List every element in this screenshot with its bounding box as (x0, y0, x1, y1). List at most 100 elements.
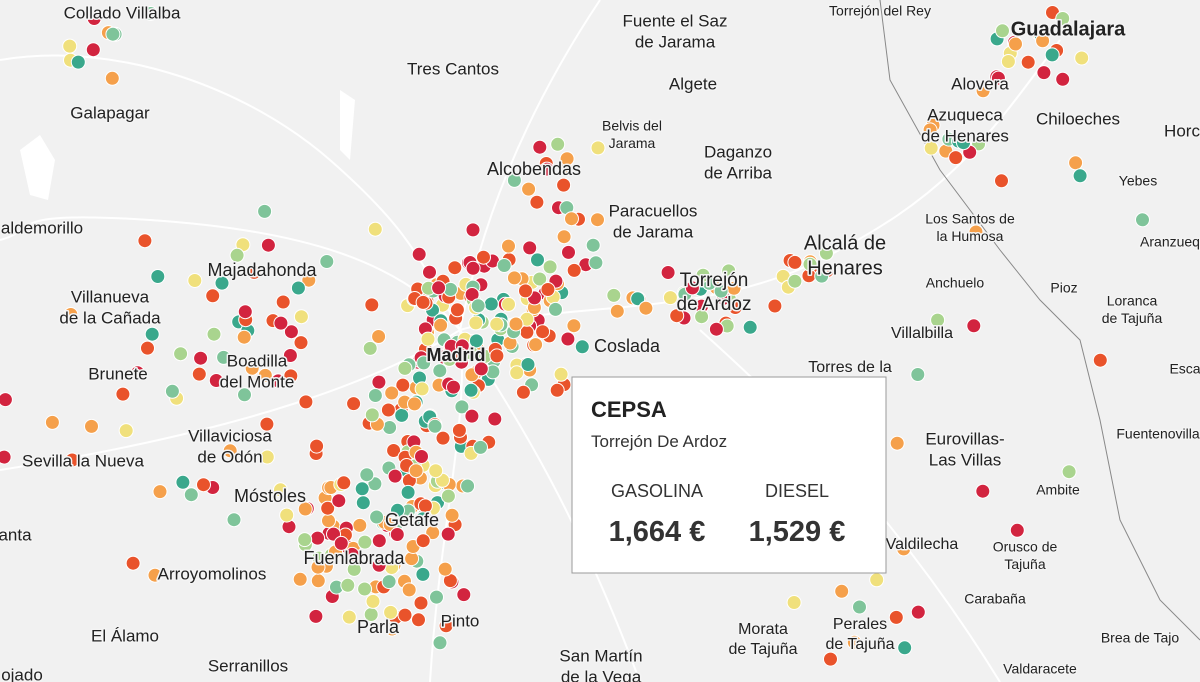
place-label: Paracuellos (609, 201, 698, 220)
place-label: Tajuña (1004, 556, 1045, 572)
station-dot (275, 294, 291, 310)
station-dot (518, 283, 533, 299)
station-dot (896, 541, 912, 557)
station-dot (371, 557, 387, 573)
place-label: Alcobendas (487, 159, 581, 179)
station-dot (293, 335, 309, 351)
tooltip: CEPSA Torrejón De Ardoz GASOLINA DIESEL … (571, 376, 887, 574)
station-dot (270, 373, 286, 389)
station-dot (444, 507, 460, 523)
station-dot (214, 275, 230, 291)
station-dot (310, 530, 326, 546)
station-dot (727, 300, 743, 315)
station-dot (1000, 54, 1016, 69)
station-dot (273, 315, 289, 331)
place-label: de la Cañada (59, 309, 161, 328)
place-label: Daganzo (704, 142, 772, 161)
station-dot (910, 604, 926, 620)
station-dot (260, 237, 276, 253)
place-label: de Henares (921, 127, 1009, 146)
station-dot (432, 635, 448, 651)
station-dot (104, 70, 120, 86)
station-dot (0, 449, 12, 465)
station-dot (721, 263, 737, 279)
station-dot (995, 23, 1010, 39)
station-dot (465, 222, 481, 238)
station-dot (1074, 50, 1090, 66)
station-dot (130, 365, 146, 381)
station-dot (1068, 155, 1084, 171)
station-dot (259, 449, 275, 465)
station-dot (140, 340, 155, 356)
place-label: Villalbilla (891, 325, 953, 342)
station-dot (115, 386, 131, 402)
place-label: Perales (833, 616, 887, 633)
station-dot (515, 384, 531, 400)
place-label: Carabaña (964, 591, 1026, 607)
station-dot (414, 381, 430, 397)
station-dot (1055, 11, 1071, 26)
station-dot (975, 83, 991, 99)
station-dot (464, 408, 480, 424)
station-dot (196, 477, 211, 493)
station-dot (463, 382, 479, 398)
station-dot (1072, 168, 1088, 184)
station-dot (208, 373, 224, 388)
station-dot (630, 291, 646, 307)
station-dot (362, 340, 378, 356)
station-dot (205, 288, 221, 304)
station-dot (359, 467, 375, 483)
station-dot (290, 280, 306, 296)
station-dot (468, 315, 484, 331)
station-dot (1055, 71, 1071, 87)
station-dot (540, 282, 556, 297)
station-dot (407, 396, 422, 412)
place-label: Jarama (609, 135, 656, 151)
place-label: Galapagar (70, 103, 150, 122)
place-label: Villaviciosa (188, 426, 272, 445)
station-dot (425, 525, 441, 541)
station-dot (273, 482, 288, 498)
place-label: ojado (1, 665, 43, 682)
station-dot (191, 366, 207, 382)
station-dot (357, 534, 373, 550)
station-dot (415, 294, 431, 310)
station-dot (84, 418, 99, 434)
station-dot (62, 38, 78, 54)
station-dot (144, 326, 160, 342)
station-dot (713, 283, 729, 299)
station-dot (320, 500, 336, 516)
station-dot (432, 363, 448, 379)
station-dot (411, 246, 427, 262)
place-label: de Jarama (613, 223, 694, 242)
station-dot (297, 532, 313, 548)
station-dot (395, 377, 411, 393)
station-dot (496, 258, 512, 273)
station-dot (367, 221, 383, 237)
station-dot (279, 507, 295, 523)
place-label: Alcalá de (804, 232, 886, 254)
place-label: de Tajuña (825, 636, 894, 653)
place-label: de Odón (197, 448, 262, 467)
station-dot (564, 211, 579, 227)
station-dot (433, 317, 449, 333)
place-label: Brea de Tajo (1101, 630, 1180, 646)
station-dot (369, 509, 385, 525)
station-dot (173, 346, 189, 362)
station-dot (387, 468, 403, 484)
station-dot (237, 304, 253, 320)
station-dot (44, 414, 60, 430)
station-dot (105, 26, 121, 42)
station-dot (786, 595, 802, 610)
station-dot (1036, 65, 1052, 81)
station-dot (553, 366, 569, 382)
place-label: Boadilla (227, 351, 288, 370)
place-label: Serranillos (208, 656, 288, 675)
station-dot (708, 321, 724, 337)
station-dot (367, 388, 383, 403)
station-dot (823, 651, 838, 667)
station-dot (371, 329, 387, 344)
station-dot (427, 418, 443, 434)
station-dot (532, 139, 548, 155)
station-dot (346, 561, 362, 577)
